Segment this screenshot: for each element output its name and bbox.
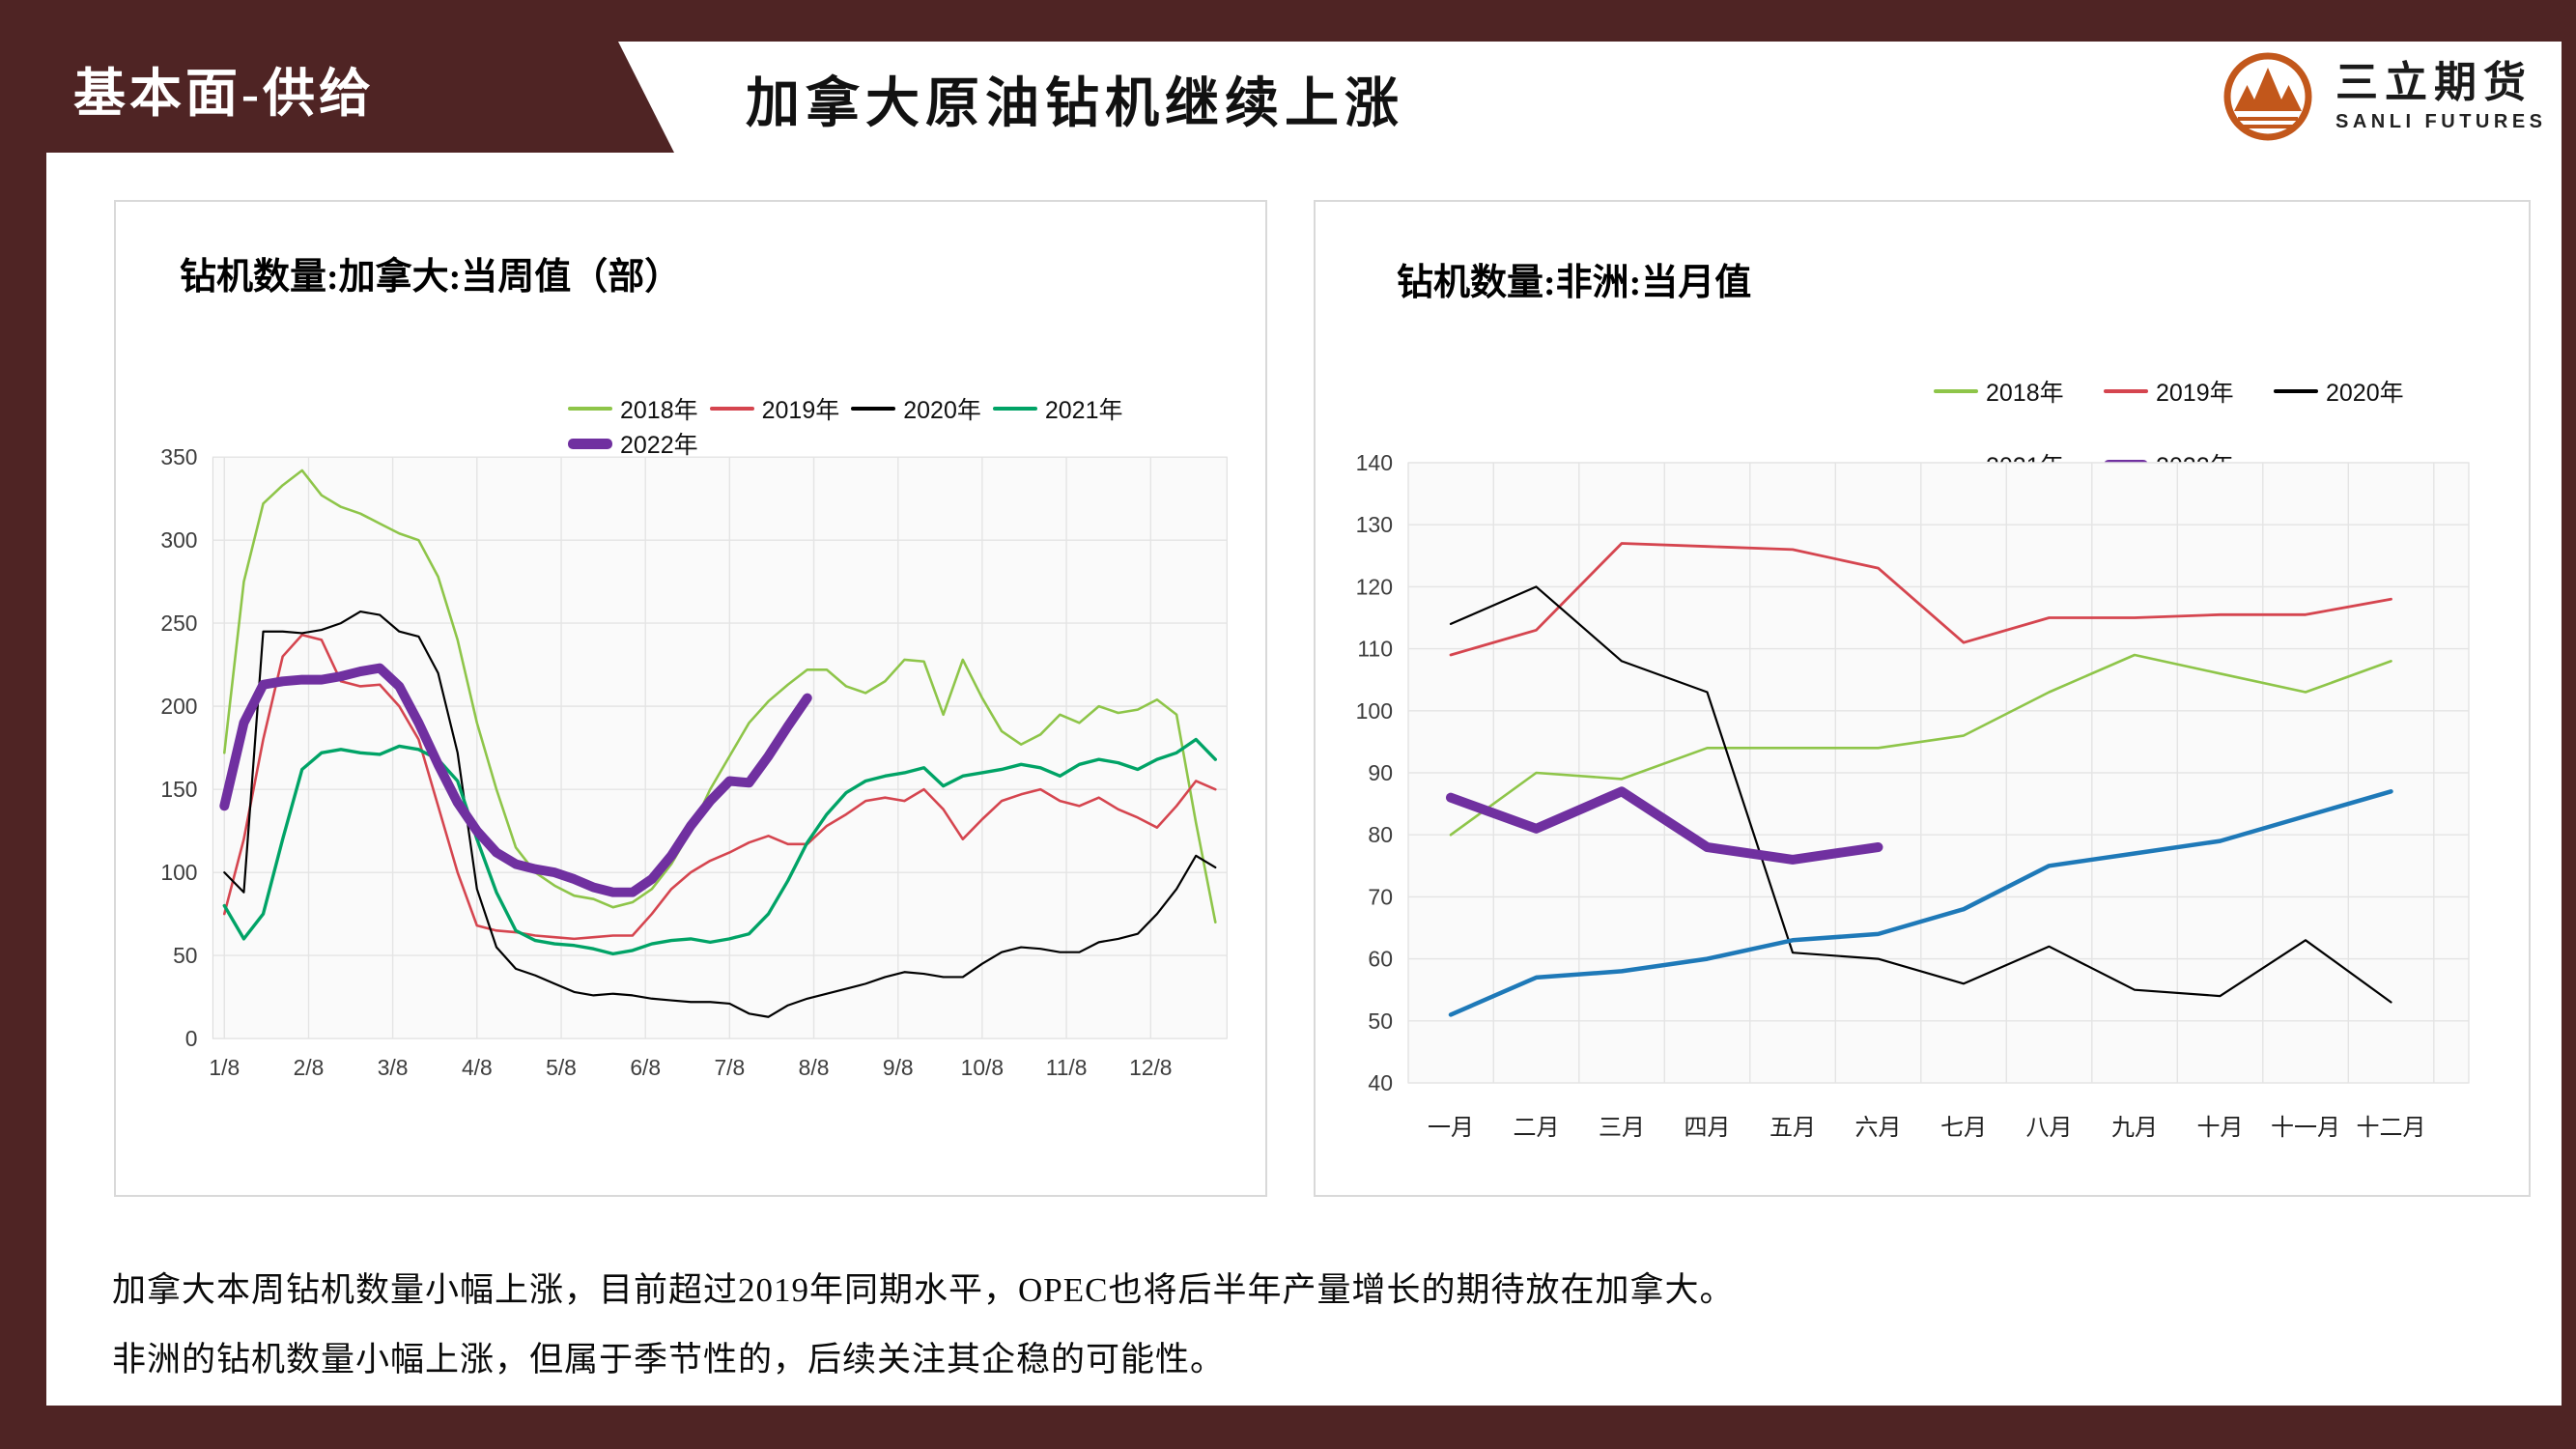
svg-text:100: 100 <box>1356 698 1393 724</box>
legend-label: 2019年 <box>761 397 840 424</box>
page-title: 加拿大原油钻机继续上涨 <box>746 74 1404 134</box>
svg-text:130: 130 <box>1356 512 1393 537</box>
legend-label: 2018年 <box>1986 380 2064 407</box>
series-2020年 <box>1449 585 2392 1004</box>
svg-text:4/8: 4/8 <box>462 1055 493 1080</box>
svg-text:40: 40 <box>1368 1070 1393 1095</box>
svg-text:100: 100 <box>160 860 197 885</box>
svg-text:五月: 五月 <box>1769 1116 1816 1141</box>
svg-text:250: 250 <box>160 611 197 636</box>
chart-title-africa: 钻机数量:非洲:当月值 <box>1397 263 1752 303</box>
chart-title-canada: 钻机数量:加拿大:当周值（部） <box>180 257 682 298</box>
section-label: 基本面-供给 <box>73 65 375 123</box>
series-2018年 <box>1449 653 2392 837</box>
svg-text:1/8: 1/8 <box>209 1055 240 1080</box>
svg-text:120: 120 <box>1356 574 1393 599</box>
svg-text:110: 110 <box>1357 637 1393 662</box>
svg-text:5/8: 5/8 <box>546 1055 577 1080</box>
note-line-canada: 加拿大本周钻机数量小幅上涨，目前超过2019年同期水平，OPEC也将后半年产量增… <box>112 1271 1735 1309</box>
svg-text:十一月: 十一月 <box>2271 1115 2340 1141</box>
svg-text:50: 50 <box>1368 1009 1393 1034</box>
legend-label: 2020年 <box>903 397 981 424</box>
svg-text:6/8: 6/8 <box>630 1055 661 1080</box>
svg-text:7/8: 7/8 <box>714 1055 745 1080</box>
svg-text:3/8: 3/8 <box>378 1055 409 1080</box>
series-2020年 <box>223 610 1217 1018</box>
svg-text:350: 350 <box>160 444 197 469</box>
svg-text:四月: 四月 <box>1684 1116 1731 1141</box>
svg-text:二月: 二月 <box>1514 1116 1560 1141</box>
svg-text:三月: 三月 <box>1599 1116 1645 1141</box>
legend-line-swatch <box>851 407 896 411</box>
legend-line-swatch <box>568 438 612 449</box>
x-grid-and-labels: 一月 二月 三月 四月 五月 六月 七月 八月 九月 十月 十一月 十二月 <box>1428 463 2435 1141</box>
svg-text:60: 60 <box>1368 947 1393 972</box>
line-chart-africa-monthly-rigs: 40 50 60 70 80 90 100 110 120 130 140 一月 二月 三月 四月 五月 六月 七… <box>1356 450 2470 1141</box>
svg-text:200: 200 <box>160 694 197 719</box>
note-line-africa: 非洲的钻机数量小幅上涨，但属于季节性的，后续关注其企稳的可能性。 <box>112 1341 1226 1378</box>
logo-text: 三立期货 SANLI FUTURES <box>2335 59 2547 132</box>
svg-text:80: 80 <box>1368 822 1393 847</box>
svg-text:50: 50 <box>173 943 197 968</box>
chart-panel-canada: 钻机数量:加拿大:当周值（部） 2018年 2019年 2020年 2021年 2022… <box>114 200 1267 1197</box>
series-2022年 <box>1446 786 1883 865</box>
legend-line-swatch <box>2274 389 2318 393</box>
svg-text:140: 140 <box>1356 450 1393 475</box>
legend-item-2022年: 2022年 <box>568 426 698 461</box>
svg-text:六月: 六月 <box>1855 1115 1902 1141</box>
svg-text:0: 0 <box>185 1026 198 1051</box>
legend-label: 2020年 <box>2326 380 2404 407</box>
legend-item-2021年: 2021年 <box>992 391 1123 426</box>
svg-text:七月: 七月 <box>1940 1115 1987 1141</box>
series-2019年 <box>222 633 1217 941</box>
svg-text:70: 70 <box>1368 884 1393 909</box>
legend-item-2019年: 2019年 <box>2104 374 2266 409</box>
legend-label: 2018年 <box>620 397 698 424</box>
svg-text:12/8: 12/8 <box>1129 1055 1172 1080</box>
legend-line-swatch <box>992 407 1037 411</box>
series-2019年 <box>1449 542 2392 657</box>
legend-label: 2019年 <box>2156 380 2234 407</box>
svg-text:九月: 九月 <box>2111 1115 2158 1141</box>
series-2018年 <box>222 469 1217 923</box>
svg-text:300: 300 <box>160 527 197 553</box>
series-2021年 <box>222 737 1218 956</box>
sanli-logo: 三立期货 SANLI FUTURES <box>2220 48 2547 145</box>
legend-label: 2022年 <box>620 432 698 459</box>
legend-line-swatch <box>2104 389 2148 393</box>
legend-label: 2021年 <box>1044 397 1123 424</box>
legend-line-swatch <box>568 407 612 411</box>
y-grid-and-labels: 0 50 100 150 200 250 300 350 <box>160 444 1228 1051</box>
svg-text:90: 90 <box>1368 760 1393 785</box>
legend-canada: 2018年 2019年 2020年 2021年 2022年 <box>568 391 1263 461</box>
legend-line-swatch <box>1934 389 1978 393</box>
logo-name-cn: 三立期货 <box>2335 59 2533 106</box>
series-2022年 <box>219 663 812 897</box>
legend-item-2019年: 2019年 <box>709 391 840 426</box>
svg-text:150: 150 <box>160 777 197 802</box>
legend-item-2018年: 2018年 <box>1934 374 2096 409</box>
series-2021年 <box>1448 789 2393 1017</box>
svg-text:8/8: 8/8 <box>799 1055 830 1080</box>
svg-text:9/8: 9/8 <box>883 1055 914 1080</box>
legend-item-2020年: 2020年 <box>851 391 981 426</box>
svg-text:八月: 八月 <box>2026 1116 2073 1141</box>
svg-text:十二月: 十二月 <box>2357 1115 2426 1141</box>
legend-line-swatch <box>709 407 754 411</box>
x-grid-and-labels: 1/8 2/8 3/8 4/8 5/8 6/8 7/8 8/8 9/8 10/8 11/8 12/8 <box>209 457 1173 1080</box>
legend-item-2018年: 2018年 <box>568 391 698 426</box>
header-band <box>618 42 2562 153</box>
y-grid-and-labels: 40 50 60 70 80 90 100 110 120 130 140 <box>1356 450 2469 1095</box>
line-chart-canada-weekly-rigs: 0 50 100 150 200 250 300 350 1/8 2/8 3/8 4/8 5/8 6/8 7… <box>160 444 1228 1080</box>
mountain-logo-icon <box>2223 52 2312 141</box>
svg-text:十月: 十月 <box>2197 1115 2244 1141</box>
logo-name-en: SANLI FUTURES <box>2335 111 2547 132</box>
svg-text:2/8: 2/8 <box>294 1055 325 1080</box>
svg-text:10/8: 10/8 <box>961 1055 1004 1080</box>
legend-item-2020年: 2020年 <box>2274 374 2436 409</box>
svg-text:一月: 一月 <box>1428 1116 1474 1141</box>
svg-text:11/8: 11/8 <box>1046 1055 1088 1080</box>
